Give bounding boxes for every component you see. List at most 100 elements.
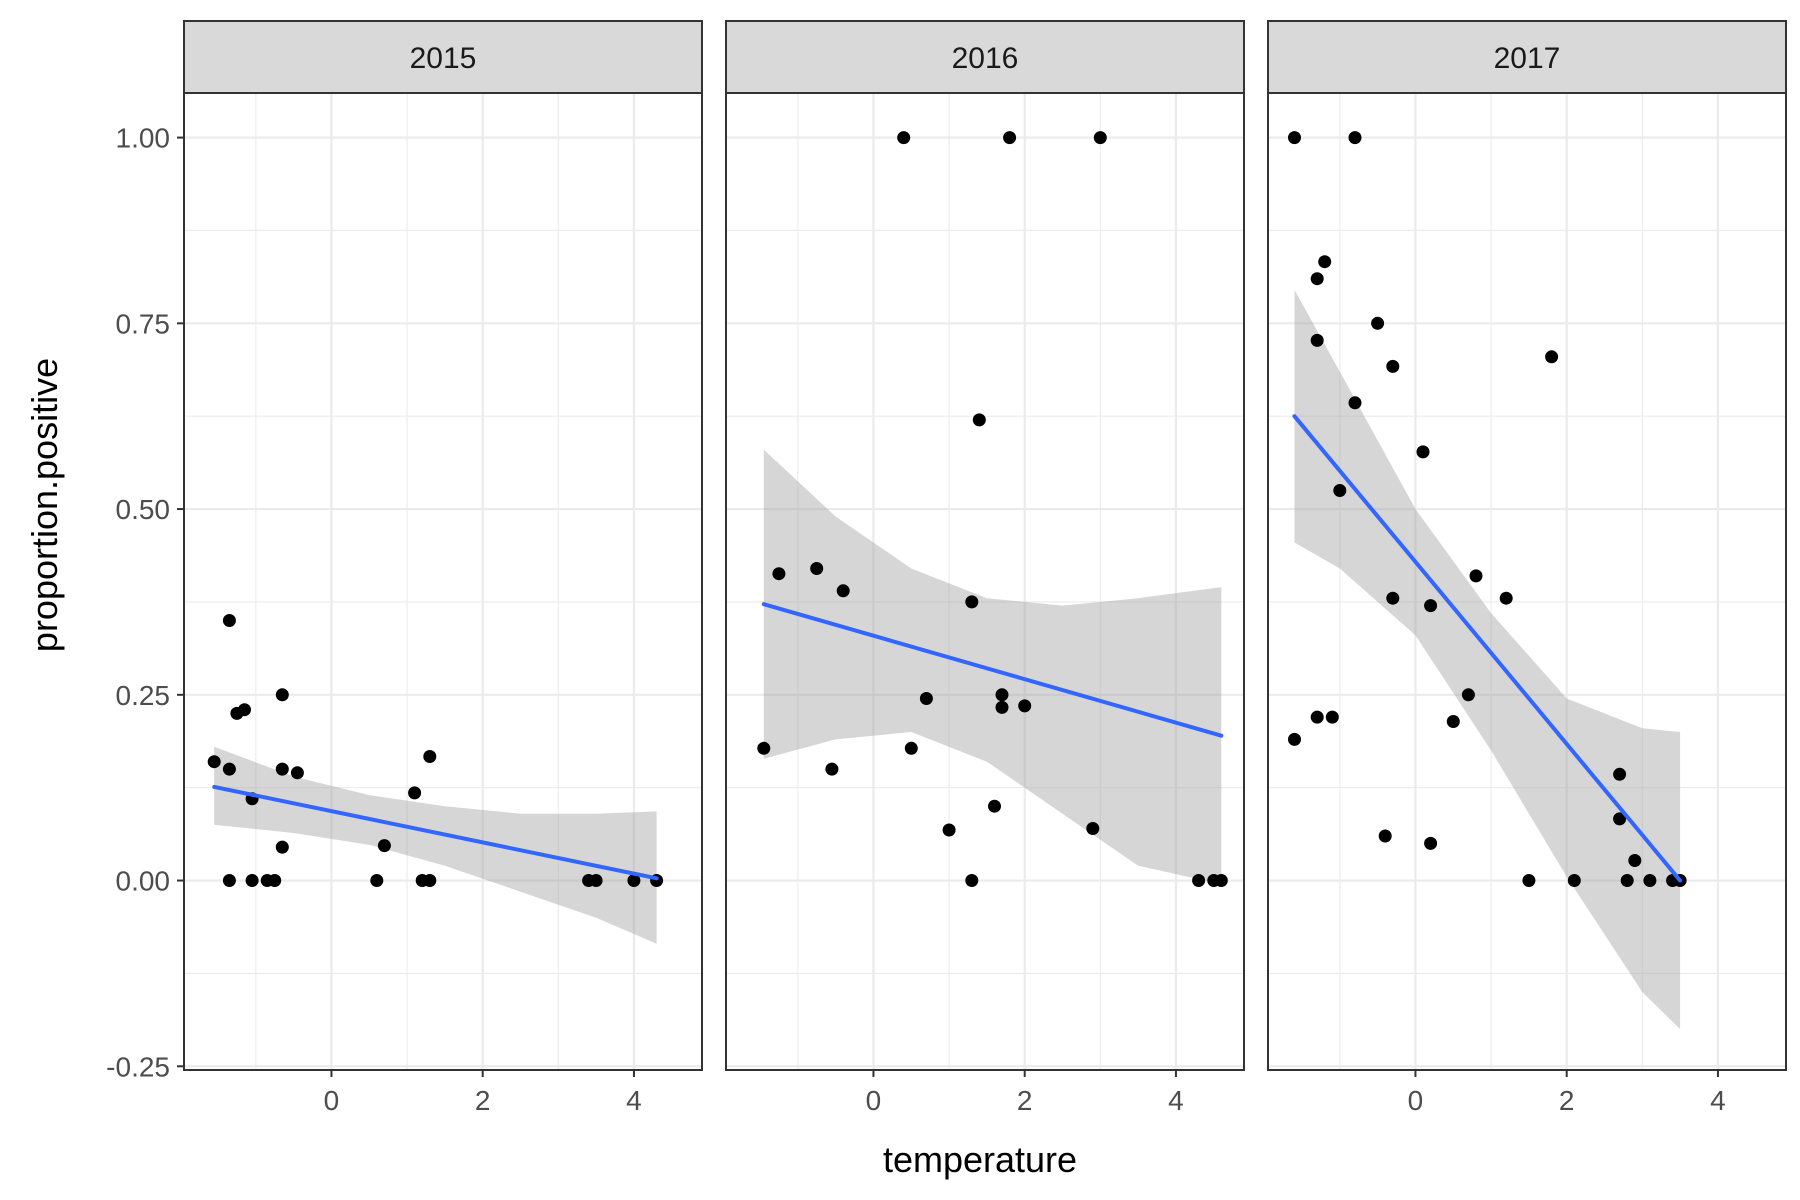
data-point xyxy=(1378,829,1392,843)
panel-background xyxy=(184,93,702,1070)
data-point xyxy=(370,874,384,887)
data-point xyxy=(1522,874,1536,887)
data-point xyxy=(1613,812,1627,826)
x-axis: 0 2 4 xyxy=(1408,1070,1726,1116)
data-point xyxy=(1424,836,1438,850)
panel-background xyxy=(726,93,1244,1070)
y-tick-label: 0.00 xyxy=(116,866,171,897)
y-tick-label: 0.50 xyxy=(116,494,171,525)
y-tick-label: 1.00 xyxy=(116,123,171,154)
data-point xyxy=(222,874,236,887)
data-point xyxy=(1192,874,1206,887)
data-point xyxy=(1386,591,1400,605)
data-point xyxy=(290,766,304,780)
data-point xyxy=(995,700,1009,714)
data-point xyxy=(1643,874,1657,887)
y-axis-title: proportion.positive xyxy=(24,358,65,652)
data-point xyxy=(275,762,289,776)
data-point xyxy=(423,874,437,887)
data-point xyxy=(1446,715,1460,728)
data-point xyxy=(589,874,603,887)
x-tick-label: 2 xyxy=(475,1085,491,1116)
panel-background xyxy=(1268,93,1786,1070)
panel-grid xyxy=(184,93,702,1070)
data-point xyxy=(1348,131,1362,145)
confidence-band xyxy=(214,746,657,944)
data-point xyxy=(1469,569,1483,583)
x-axis-title: temperature xyxy=(883,1139,1077,1180)
data-point xyxy=(1613,767,1627,781)
data-point xyxy=(1386,359,1400,373)
data-point xyxy=(757,741,771,755)
data-point xyxy=(1333,484,1347,497)
facet-strip-label: 2015 xyxy=(410,42,477,75)
data-point xyxy=(1416,445,1430,459)
data-point xyxy=(1620,874,1634,887)
trend-line xyxy=(212,784,659,881)
facet-strip-label: 2017 xyxy=(1494,42,1561,75)
data-point xyxy=(942,823,956,837)
facet-strip xyxy=(1267,20,1787,94)
facet-panel-2017: 2017 0 2 4 xyxy=(1267,20,1787,1116)
facet-panel-2015: 2015 0 2 4 xyxy=(183,20,703,1116)
x-tick-label: 2 xyxy=(1559,1085,1575,1116)
facet-panel-2016: 2016 0 2 4 xyxy=(725,20,1245,1116)
data-point xyxy=(825,762,839,776)
y-axis: -0.25 0.00 0.25 0.50 0.75 1.00 xyxy=(106,123,184,1082)
data-point xyxy=(836,584,850,598)
facet-strip xyxy=(725,20,1245,94)
data-point xyxy=(1018,699,1032,713)
panel-grid xyxy=(726,93,1244,1070)
confidence-band xyxy=(763,449,1222,885)
data-point xyxy=(972,413,986,427)
y-tick-label: 0.25 xyxy=(116,680,171,711)
data-point xyxy=(238,703,251,717)
x-tick-label: 0 xyxy=(866,1085,882,1116)
data-point xyxy=(275,688,289,702)
data-point xyxy=(772,567,786,581)
data-point xyxy=(1214,874,1228,887)
data-point xyxy=(1288,732,1301,746)
x-tick-label: 4 xyxy=(626,1085,642,1116)
data-point xyxy=(995,688,1009,702)
data-point xyxy=(377,839,391,853)
data-point xyxy=(222,762,236,776)
data-points xyxy=(1288,131,1687,887)
data-point xyxy=(1628,854,1642,867)
data-point xyxy=(1499,591,1513,605)
trend-line xyxy=(1292,414,1683,883)
data-point xyxy=(275,840,289,854)
x-tick-label: 2 xyxy=(1017,1085,1033,1116)
data-point xyxy=(988,799,1001,813)
confidence-band xyxy=(1294,289,1681,1030)
x-tick-label: 0 xyxy=(1408,1085,1424,1116)
data-point xyxy=(245,874,259,887)
x-axis: 0 2 4 xyxy=(324,1070,642,1116)
y-tick-label: -0.25 xyxy=(106,1051,170,1082)
data-point xyxy=(897,131,911,145)
data-point xyxy=(1310,333,1324,347)
data-point xyxy=(1086,822,1100,835)
data-point xyxy=(1318,255,1332,269)
panel-border xyxy=(183,92,703,1071)
data-point xyxy=(1093,131,1107,145)
panel-border xyxy=(1267,92,1787,1071)
data-point xyxy=(207,755,221,769)
data-point xyxy=(965,874,979,887)
y-tick-label: 0.75 xyxy=(116,308,171,339)
data-point xyxy=(423,750,437,763)
trend-line xyxy=(761,602,1224,738)
data-point xyxy=(810,562,824,575)
data-point xyxy=(268,874,282,887)
data-point xyxy=(1288,131,1301,145)
x-tick-label: 4 xyxy=(1710,1085,1726,1116)
data-point xyxy=(1545,350,1559,364)
panel-border xyxy=(725,92,1245,1071)
data-point xyxy=(919,692,933,705)
data-point xyxy=(1310,272,1324,286)
data-point xyxy=(1348,396,1362,410)
data-point xyxy=(627,874,641,887)
data-point xyxy=(222,614,236,627)
